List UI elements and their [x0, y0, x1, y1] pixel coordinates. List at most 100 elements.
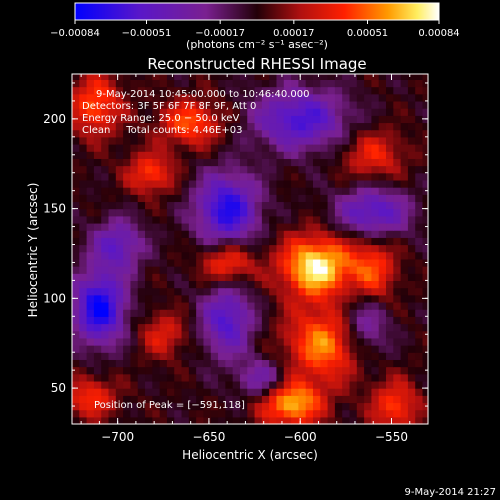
heatmap-cell [415, 74, 424, 80]
heatmap-cell [334, 301, 343, 310]
heatmap-cell [291, 100, 299, 109]
heatmap-cell [327, 115, 336, 124]
heatmap-cell [101, 251, 110, 260]
heatmap-cell [415, 380, 424, 389]
heatmap-cell [342, 222, 351, 231]
heatmap-cell [422, 172, 429, 181]
heatmap-cell [159, 115, 168, 124]
heatmap-cell [130, 165, 139, 174]
heatmap-cell [130, 201, 139, 210]
heatmap-cell [356, 287, 365, 296]
heatmap-cell [79, 266, 88, 274]
heatmap-cell [79, 359, 88, 368]
heatmap-cell [239, 230, 248, 238]
heatmap-cell [101, 380, 110, 389]
heatmap-cell [349, 79, 358, 88]
heatmap-cell [203, 345, 212, 353]
heatmap-cell [130, 273, 139, 282]
heatmap-cell [181, 201, 190, 210]
heatmap-cell [254, 309, 263, 317]
heatmap-cell [174, 187, 183, 195]
heatmap-cell [159, 309, 168, 317]
heatmap-cell [342, 201, 351, 210]
heatmap-cell [115, 395, 124, 404]
heatmap-cell [269, 258, 278, 267]
heatmap-cell [327, 165, 336, 174]
heatmap-cell [225, 287, 234, 296]
heatmap-cell [239, 337, 248, 346]
heatmap-cell [283, 222, 292, 231]
heatmap-cell [320, 79, 329, 88]
heatmap-cell [400, 122, 409, 131]
heatmap-cell [422, 316, 429, 325]
heatmap-cell [79, 158, 88, 167]
heatmap-cell [305, 237, 314, 246]
heatmap-cell [145, 187, 153, 195]
heatmap-cell [269, 115, 278, 124]
heatmap-cell [254, 316, 263, 325]
heatmap-cell [123, 237, 132, 246]
heatmap-cell [152, 165, 161, 174]
heatmap-cell [196, 93, 205, 102]
heatmap-cell [247, 244, 256, 253]
heatmap-cell [188, 366, 197, 375]
heatmap-cell [188, 359, 197, 368]
heatmap-cell [145, 287, 153, 296]
heatmap-cell [422, 129, 429, 138]
heatmap-cell [115, 380, 124, 389]
heatmap-cell [364, 380, 372, 389]
heatmap-cell [378, 301, 387, 310]
heatmap-cell [356, 151, 365, 159]
heatmap-cell [276, 409, 285, 418]
heatmap-cell [239, 151, 248, 159]
heatmap-cell [393, 323, 402, 332]
heatmap-cell [145, 395, 153, 404]
heatmap-cell [210, 100, 219, 109]
heatmap-cell [101, 337, 110, 346]
heatmap-cell [415, 416, 424, 425]
heatmap-cell [415, 359, 424, 368]
heatmap-cell [269, 208, 278, 217]
heatmap-cell [232, 215, 241, 224]
heatmap-cell [356, 273, 365, 282]
heatmap-cell [181, 258, 190, 267]
heatmap-cell [254, 402, 263, 411]
heatmap-cell [356, 301, 365, 310]
heatmap-cell [239, 165, 248, 174]
heatmap-cell [342, 373, 351, 382]
heatmap-cell [93, 301, 102, 310]
heatmap-cell [305, 115, 314, 124]
heatmap-cell [130, 380, 139, 389]
heatmap-cell [115, 230, 124, 238]
heatmap-cell [269, 93, 278, 102]
heatmap-cell [261, 366, 270, 375]
heatmap-cell [101, 187, 110, 195]
heatmap-cell [123, 172, 132, 181]
heatmap-cell [320, 158, 329, 167]
heatmap-cell [188, 129, 197, 138]
heatmap-cell [261, 215, 270, 224]
heatmap-cell [305, 230, 314, 238]
heatmap-cell [232, 409, 241, 418]
heatmap-cell [203, 74, 212, 80]
heatmap-cell [203, 380, 212, 389]
heatmap-cell [239, 323, 248, 332]
heatmap-cell [115, 237, 124, 246]
heatmap-cell [181, 345, 190, 353]
heatmap-cell [86, 172, 95, 181]
heatmap-cell [72, 251, 80, 260]
heatmap-cell [291, 93, 299, 102]
heatmap-cell [291, 194, 299, 203]
heatmap-cell [159, 316, 168, 325]
heatmap-cell [334, 316, 343, 325]
heatmap-cell [378, 352, 387, 360]
heatmap-cell [393, 115, 402, 124]
heatmap-cell [152, 215, 161, 224]
heatmap-cell [108, 215, 117, 224]
heatmap-cell [422, 86, 429, 95]
heatmap-cell [342, 309, 351, 317]
heatmap-cell [130, 144, 139, 152]
heatmap-cell [276, 108, 285, 116]
annotation-clean-counts: Clean Total counts: 4.46E+03 [82, 125, 242, 136]
heatmap-cell [305, 74, 314, 80]
